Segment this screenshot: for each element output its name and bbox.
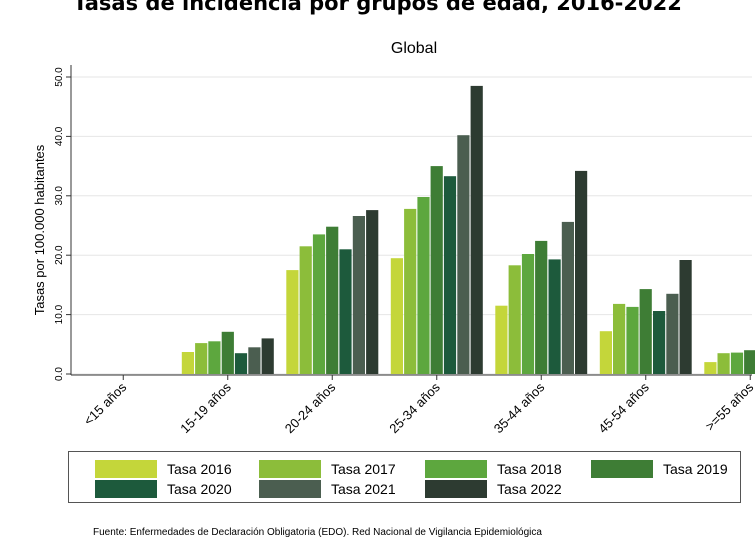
bar — [299, 246, 312, 374]
bar — [717, 353, 730, 374]
bar — [666, 293, 679, 374]
bar — [548, 259, 561, 374]
y-axis-label: Tasas por 100.000 habitantes — [32, 144, 47, 315]
x-tick-labels: <15 años 15-19 años 20-24 años 25-34 años 35… — [81, 379, 755, 436]
bar — [352, 216, 365, 374]
bar — [261, 338, 274, 374]
chart-title: Global — [391, 40, 437, 57]
x-tick-label: 15-19 años — [177, 379, 234, 436]
bar — [679, 260, 692, 374]
legend-swatch — [259, 480, 321, 498]
bar — [470, 85, 483, 375]
legend-label: Tasa 2022 — [497, 481, 562, 497]
x-tick-label: >=55 años — [702, 379, 755, 433]
legend-swatch — [95, 480, 157, 498]
bar — [366, 210, 379, 374]
bar — [221, 331, 234, 374]
legend-label: Tasa 2021 — [331, 481, 396, 497]
bar — [639, 289, 652, 374]
y-tick-label: 30.0 — [54, 186, 65, 206]
legend-swatch — [425, 460, 487, 478]
bar — [390, 258, 403, 374]
x-tick-label: 35-44 años — [491, 379, 548, 436]
y-tick-label: 40.0 — [54, 126, 65, 146]
bar — [508, 265, 521, 374]
x-tick-label: 25-34 años — [386, 379, 443, 436]
bar — [704, 362, 717, 374]
bar — [744, 350, 755, 374]
y-tick-label: 0.0 — [54, 367, 65, 381]
x-tick-label: 45-54 años — [595, 379, 652, 436]
x-tick-label: 20-24 años — [282, 379, 339, 436]
bar — [312, 234, 326, 374]
y-tick-label: 10.0 — [54, 304, 65, 324]
bar — [181, 352, 194, 374]
bar — [208, 341, 221, 374]
bar — [417, 197, 430, 374]
legend-swatch — [259, 460, 321, 478]
bar — [326, 226, 339, 374]
bar — [430, 166, 443, 374]
bar — [626, 306, 639, 374]
bar — [195, 343, 208, 374]
bar — [286, 270, 299, 374]
source-note: Fuente: Enfermedades de Declaración Obli… — [93, 527, 542, 538]
y-tick-labels: 0.0 10.0 20.0 30.0 40.0 50.0 — [54, 67, 65, 381]
bar — [404, 208, 417, 374]
bar — [248, 347, 261, 374]
legend-label: Tasa 2020 — [167, 481, 232, 497]
bar — [443, 176, 457, 374]
legend-swatch — [95, 460, 157, 478]
chart-legend: Tasa 2016 Tasa 2017 Tasa 2018 Tasa 2019 Tasa… — [68, 451, 741, 503]
legend-swatch — [591, 460, 653, 478]
y-tick-label: 20.0 — [54, 245, 65, 265]
axes — [66, 65, 752, 380]
bar — [561, 221, 574, 374]
legend-label: Tasa 2017 — [331, 461, 396, 477]
legend-label: Tasa 2019 — [663, 461, 728, 477]
bar — [599, 331, 612, 374]
legend-swatch — [425, 480, 487, 498]
bar — [521, 254, 535, 374]
bar — [339, 249, 352, 374]
bar — [495, 305, 508, 374]
bar — [613, 303, 626, 374]
y-tick-label: 50.0 — [54, 67, 65, 87]
bar — [234, 353, 248, 374]
x-tick-label: <15 años — [81, 379, 130, 428]
legend-label: Tasa 2016 — [167, 461, 232, 477]
bar — [575, 170, 588, 374]
bar — [653, 311, 666, 374]
bar — [730, 352, 744, 374]
bars — [181, 85, 755, 375]
bar — [535, 240, 548, 374]
legend-label: Tasa 2018 — [497, 461, 562, 477]
bar — [457, 135, 470, 374]
page-title: Tasas de incidencia por grupos de edad, … — [73, 0, 682, 15]
